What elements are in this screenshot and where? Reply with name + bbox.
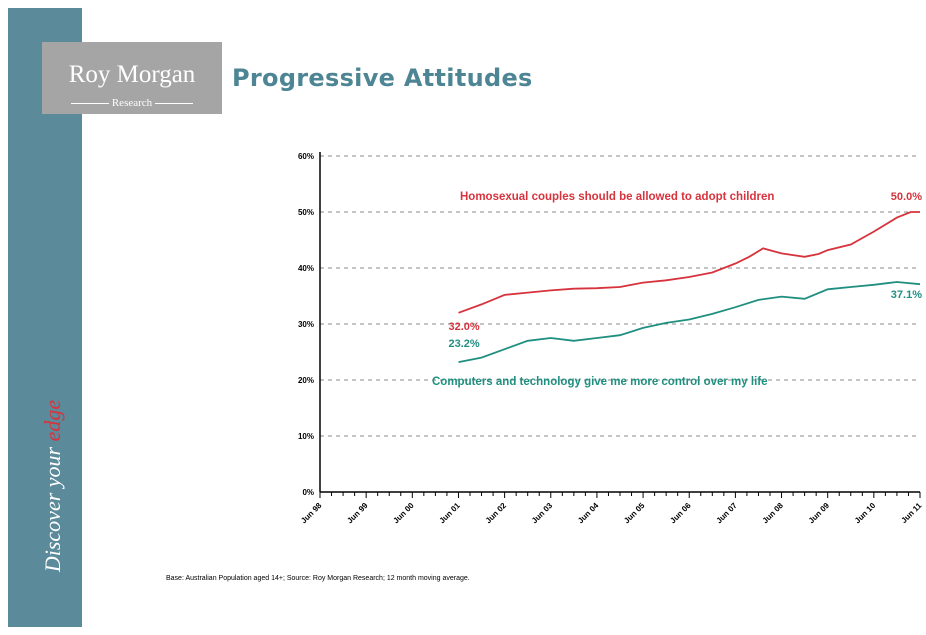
series-name-label: Computers and technology give me more co… — [432, 376, 768, 388]
x-tick-label: Jun 01 — [438, 501, 463, 526]
series-start-label: 32.0% — [448, 321, 479, 333]
y-tick-label: 40% — [298, 264, 314, 273]
x-tick-label: Jun 07 — [715, 501, 740, 526]
x-tick-label: Jun 05 — [622, 501, 647, 526]
series-line — [458, 281, 921, 363]
y-tick-label: 20% — [298, 376, 314, 385]
company-logo: Roy Morgan Research — [42, 42, 222, 114]
y-tick-label: 50% — [298, 208, 314, 217]
logo-subtitle-text: Research — [111, 97, 153, 109]
page-title: Progressive Attitudes — [232, 64, 533, 92]
x-tick-label: Jun 99 — [345, 501, 370, 526]
logo-rule-right — [154, 102, 193, 104]
series-end-label: 50.0% — [891, 191, 922, 203]
x-tick-label: Jun 06 — [668, 501, 693, 526]
logo-subtitle: Research — [42, 97, 222, 109]
y-tick-label: 10% — [298, 432, 314, 441]
x-tick-label: Jun 10 — [853, 501, 878, 526]
x-tick-label: Jun 03 — [530, 501, 555, 526]
x-tick-label: Jun 98 — [299, 501, 324, 526]
series-end-label: 37.1% — [891, 289, 922, 301]
x-tick-label: Jun 08 — [761, 501, 786, 526]
y-tick-label: 60% — [298, 152, 314, 161]
x-tick-label: Jun 11 — [899, 501, 923, 525]
y-tick-label: 0% — [302, 488, 314, 497]
series-line — [458, 211, 920, 314]
x-tick-label: Jun 04 — [576, 501, 601, 526]
y-tick-label: 30% — [298, 320, 314, 329]
logo-rule-left — [71, 102, 110, 104]
logo-name: Roy Morgan — [68, 61, 196, 88]
x-tick-label: Jun 02 — [484, 501, 509, 526]
series-name-label: Homosexual couples should be allowed to … — [460, 191, 774, 203]
footnote: Base: Australian Population aged 14+; So… — [166, 575, 470, 582]
series-start-label: 23.2% — [448, 338, 479, 350]
x-tick-label: Jun 09 — [807, 501, 832, 526]
x-tick-label: Jun 00 — [391, 501, 416, 526]
